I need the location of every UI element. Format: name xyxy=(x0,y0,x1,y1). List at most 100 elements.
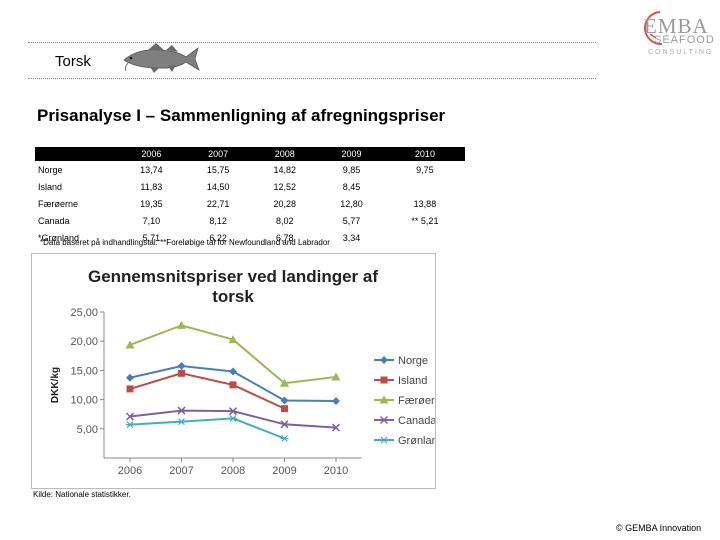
row-label: Norge xyxy=(38,164,63,175)
data-point xyxy=(229,381,237,389)
data-point xyxy=(280,420,289,429)
chart-title-line: torsk xyxy=(212,287,254,306)
table-cell: 5,77 xyxy=(342,215,361,226)
page-title: Prisanalyse I – Sammenligning af afregni… xyxy=(37,106,446,125)
table-row: Færøerne 19,35 22,71 20,28 12,80 13,88 xyxy=(35,195,465,212)
table-header-cell: 2008 xyxy=(251,147,319,161)
legend-marker xyxy=(379,395,389,404)
y-axis-label: DKK/kg xyxy=(50,367,61,403)
x-tick-label: 2010 xyxy=(324,465,348,477)
table-cell: 5,71 xyxy=(142,232,161,243)
table-footnote: *Data baseret på indhandlingstal. **Fore… xyxy=(40,238,330,247)
data-point xyxy=(228,335,238,344)
table-cell xyxy=(385,229,465,246)
table-header-cell: 2007 xyxy=(184,147,252,161)
chart-title-line: Gennemsnitspriser ved landinger af xyxy=(88,267,378,286)
legend-label: Island xyxy=(398,375,427,387)
data-point xyxy=(177,362,186,371)
table-cell: 22,71 xyxy=(206,198,230,209)
table-row: Island 11,83 14,50 12,52 8,45 xyxy=(35,178,465,195)
data-point xyxy=(126,421,134,429)
x-tick-label: 2006 xyxy=(118,465,142,477)
y-tick-label: 5,00 xyxy=(77,424,98,436)
table-cell: 12,52 xyxy=(273,181,297,192)
data-point xyxy=(281,405,288,413)
table-cell: 20,28 xyxy=(273,198,297,209)
legend-marker xyxy=(380,356,388,364)
legend-marker xyxy=(380,436,388,444)
series-line-2 xyxy=(129,372,285,410)
data-point xyxy=(331,372,341,381)
cod-fish-icon xyxy=(123,43,200,73)
table-cell: 7,10 xyxy=(142,215,161,226)
table-cell: 13,88 xyxy=(413,198,437,209)
legend-label: Grønland xyxy=(398,435,435,447)
row-label: *Grønland xyxy=(38,232,80,243)
data-point xyxy=(126,373,134,382)
data-point xyxy=(177,320,186,329)
topic-label: Torsk xyxy=(55,53,91,70)
legend-label: Norge xyxy=(398,355,428,367)
table-cell: 14,50 xyxy=(206,181,230,192)
table-header-cell: 2009 xyxy=(318,147,385,161)
table-cell: 15,75 xyxy=(206,164,230,175)
table-cell: 3,34 xyxy=(342,232,361,243)
data-point xyxy=(177,406,186,415)
data-point xyxy=(229,367,237,376)
copyright-label: © GEMBA Innovation xyxy=(616,523,702,533)
legend-label: Færøerne xyxy=(398,395,435,407)
table-header-row: 2006 2007 2008 2009 2010 xyxy=(35,147,465,161)
data-point xyxy=(178,369,185,377)
table-row: Canada 7,10 8,12 8,02 5,77 ** 5,21 xyxy=(35,212,465,229)
table-cell: ** 5,21 xyxy=(411,215,439,226)
gemba-logo: EMBA SEAFOOD CONSULTING xyxy=(644,11,715,56)
legend-label: Canada xyxy=(398,415,435,427)
legend-marker xyxy=(380,376,388,384)
series-line-5 xyxy=(129,417,285,440)
x-tick-label: 2009 xyxy=(272,465,296,477)
row-label: Canada xyxy=(38,215,70,226)
data-point xyxy=(126,385,134,393)
table-cell: 9,75 xyxy=(416,164,434,175)
table-cell: 8,02 xyxy=(276,215,294,226)
data-point xyxy=(332,397,340,406)
source-note: Kilde: Nationale statistikker. xyxy=(33,490,131,499)
data-point xyxy=(228,407,238,416)
row-label: Færøerne xyxy=(38,198,79,209)
table-cell: 12,80 xyxy=(340,198,363,209)
table-cell: 8,45 xyxy=(342,181,361,192)
data-point xyxy=(125,412,135,421)
x-tick-label: 2008 xyxy=(221,465,245,477)
price-table: 2006 2007 2008 2009 2010 Norge 13,74 15,… xyxy=(35,147,465,246)
y-tick-label: 15,00 xyxy=(70,365,98,377)
table-cell xyxy=(385,178,465,195)
table-cell: 9,85 xyxy=(342,164,361,175)
table-cell: 6,22 xyxy=(209,232,227,243)
data-point xyxy=(280,435,289,442)
data-point xyxy=(177,418,186,426)
legend-marker xyxy=(379,415,389,425)
table-cell: 13,74 xyxy=(140,164,163,175)
table-cell: 19,35 xyxy=(140,198,163,209)
header-divider-bottom xyxy=(28,78,596,79)
data-point xyxy=(125,340,135,349)
table-row: Norge 13,74 15,75 14,82 9,85 9,75 xyxy=(35,161,465,178)
table-cell: 11,83 xyxy=(140,181,163,192)
table-cell: 8,12 xyxy=(209,215,227,226)
data-point xyxy=(280,378,289,387)
table-row: *Grønland 5,71 6,22 6,78 3,34 xyxy=(35,229,465,246)
x-tick-label: 2007 xyxy=(169,465,193,477)
data-point xyxy=(280,396,289,405)
table-cell: 14,82 xyxy=(273,164,297,175)
y-tick-label: 10,00 xyxy=(70,395,98,407)
data-point xyxy=(229,414,237,422)
data-point xyxy=(331,423,341,432)
table-header-cell: 2010 xyxy=(384,147,465,161)
table-header-cell: 2006 xyxy=(118,147,185,161)
y-tick-label: 25,00 xyxy=(70,307,98,319)
table-header-cell xyxy=(35,147,118,161)
row-label: Island xyxy=(38,181,63,192)
chart-container: Gennemsnitspriser ved landinger af torsk 5… xyxy=(31,253,447,489)
header-divider-top xyxy=(28,42,596,43)
